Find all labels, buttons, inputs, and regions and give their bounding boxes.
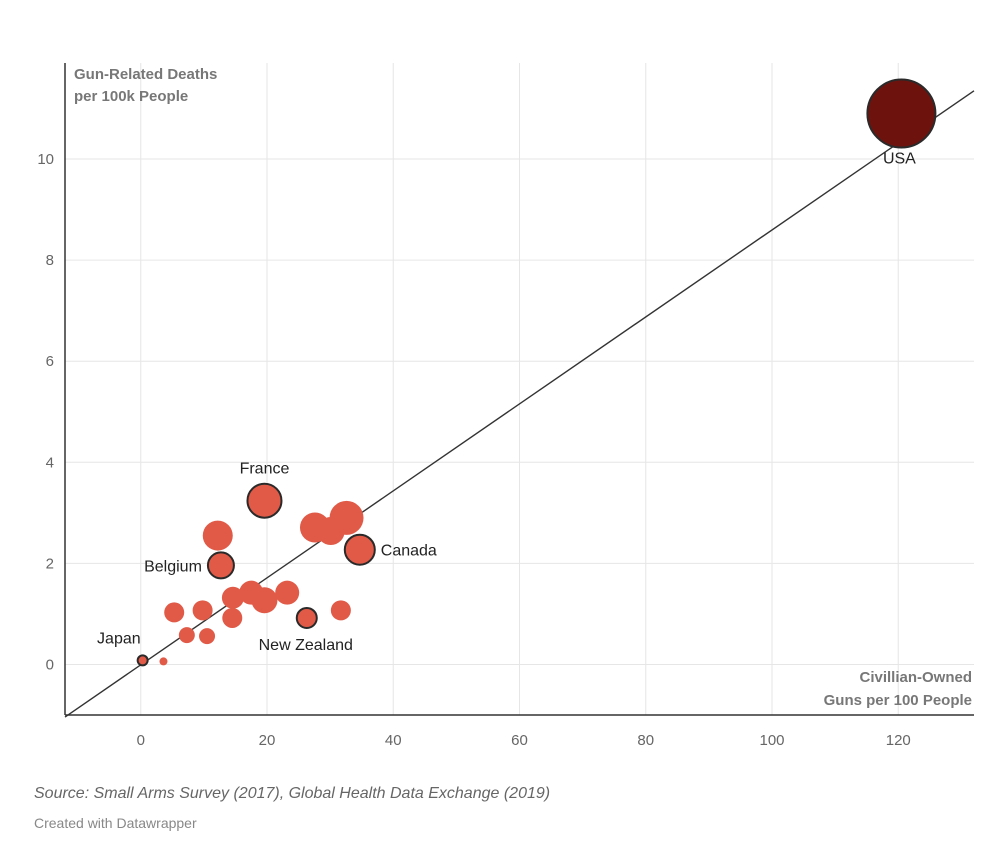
x-tick-label: 20 (259, 732, 276, 749)
label-canada: Canada (381, 543, 437, 560)
axis-titles: Gun-Related Deaths per 100k People Civilli… (74, 66, 972, 709)
point-unlabeled (330, 600, 351, 621)
point-unlabeled (178, 627, 195, 644)
point-unlabeled (159, 657, 168, 666)
x-tick-label: 0 (137, 732, 145, 749)
credit-note: Created with Datawrapper (34, 815, 197, 831)
point-usa (866, 78, 937, 149)
point-unlabeled (221, 586, 244, 609)
label-new-zealand: New Zealand (259, 637, 353, 654)
point-japan (136, 654, 149, 667)
trend-line (64, 90, 975, 718)
point-canada (343, 533, 376, 566)
tick-labels: 0 20 40 60 80 100 120 0 2 4 6 8 10 (37, 151, 910, 749)
y-tick-label: 4 (46, 454, 54, 471)
label-belgium: Belgium (144, 558, 202, 575)
y-tick-label: 6 (46, 353, 54, 370)
y-tick-label: 0 (46, 656, 54, 673)
point-unlabeled (199, 628, 216, 645)
y-tick-label: 8 (46, 252, 54, 269)
x-axis-title-line: Civillian-Owned (859, 669, 972, 686)
point-unlabeled (316, 517, 345, 546)
point-unlabeled (275, 580, 300, 605)
data-points (136, 78, 937, 667)
x-tick-label: 60 (511, 732, 528, 749)
label-usa: USA (883, 151, 916, 168)
y-tick-label: 10 (37, 151, 54, 168)
y-axis-title-line: Gun-Related Deaths (74, 66, 217, 83)
axes (64, 63, 974, 716)
y-tick-label: 2 (46, 555, 54, 572)
label-france: France (240, 461, 290, 478)
point-unlabeled (222, 607, 243, 628)
x-tick-label: 80 (637, 732, 654, 749)
x-tick-label: 40 (385, 732, 402, 749)
point-unlabeled (192, 600, 213, 621)
x-tick-label: 120 (886, 732, 911, 749)
point-new-zealand (295, 606, 318, 629)
point-belgium (206, 551, 235, 580)
point-france (246, 482, 283, 519)
x-axis-title-line: Guns per 100 People (824, 692, 972, 709)
source-note: Source: Small Arms Survey (2017), Global… (34, 785, 551, 802)
scatter-chart: 0 20 40 60 80 100 120 0 2 4 6 8 10 USA France Canada Be… (37, 63, 975, 749)
trend-line-group (64, 90, 975, 718)
label-japan: Japan (97, 630, 141, 647)
grid-lines (65, 63, 974, 715)
point-unlabeled (202, 520, 233, 551)
point-labels: USA France Canada Belgium New Zealand Japan (97, 151, 916, 654)
point-unlabeled (164, 602, 185, 623)
point-unlabeled (239, 580, 264, 605)
y-axis-title-line: per 100k People (74, 88, 188, 105)
x-tick-label: 100 (759, 732, 784, 749)
